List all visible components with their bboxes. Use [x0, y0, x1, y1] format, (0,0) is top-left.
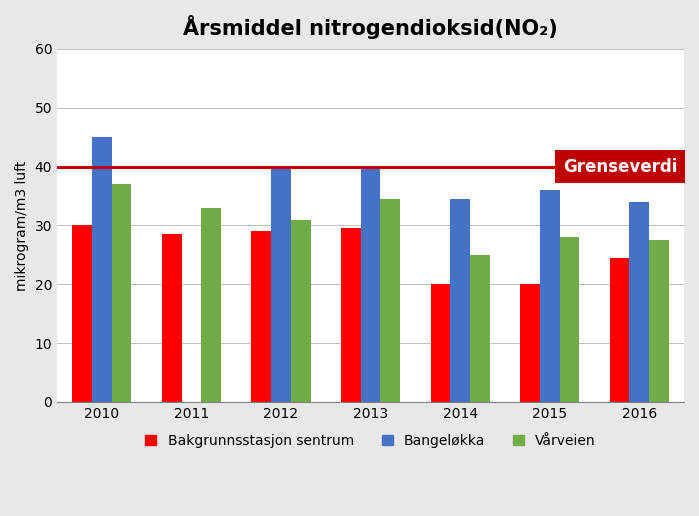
Bar [520, 284, 540, 402]
Bar [540, 190, 559, 402]
Bar [470, 255, 489, 402]
Bar [380, 199, 400, 402]
Bar [162, 234, 182, 402]
Bar [271, 167, 291, 402]
Y-axis label: mikrogram/m3 luft: mikrogram/m3 luft [15, 160, 29, 291]
Bar [252, 231, 271, 402]
Bar [291, 219, 310, 402]
Legend: Bakgrunnsstasjon sentrum, Bangeløkka, Vårveien: Bakgrunnsstasjon sentrum, Bangeløkka, Vå… [145, 434, 596, 448]
Bar [559, 237, 579, 402]
Bar [92, 137, 112, 402]
Bar [610, 258, 629, 402]
Bar [431, 284, 450, 402]
Bar [112, 184, 131, 402]
Bar [649, 240, 669, 402]
Bar [450, 199, 470, 402]
Text: Grenseverdi: Grenseverdi [563, 157, 677, 175]
Title: Årsmiddel nitrogendioksid(NO₂): Årsmiddel nitrogendioksid(NO₂) [183, 15, 558, 39]
Bar [341, 229, 361, 402]
Bar [361, 167, 380, 402]
Bar [201, 208, 221, 402]
Bar [629, 202, 649, 402]
Bar [72, 225, 92, 402]
